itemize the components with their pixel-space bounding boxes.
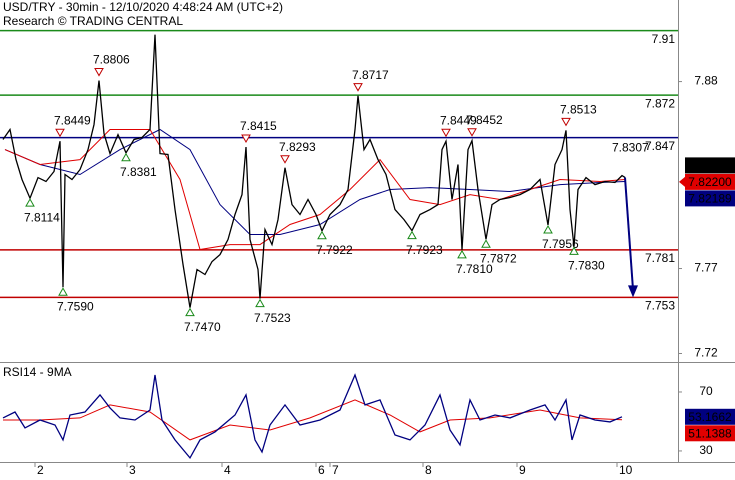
price-tag-label: 7.82189 [688, 192, 732, 206]
indicator-title: RSI14 - 9MA [3, 365, 72, 379]
y-tick-label: 7.88 [694, 74, 718, 88]
low-marker [25, 198, 35, 207]
price-tag [685, 408, 735, 425]
low-marker [121, 152, 131, 162]
x-tick-label: 3 [129, 463, 136, 477]
high-marker [467, 128, 477, 137]
x-tick-label: 6 [318, 463, 325, 477]
forecast-arrowhead [628, 285, 638, 298]
high-label: 7.8293 [279, 140, 316, 154]
x-tick-label: 7 [332, 463, 339, 477]
x-tick-label: 4 [224, 463, 231, 477]
level-label: 7.847 [645, 139, 675, 153]
low-label: 7.7830 [568, 259, 605, 273]
price-tag-label: 7.82362 [688, 159, 732, 173]
x-tick-label: 10 [619, 463, 633, 477]
high-label: 7.8449 [54, 113, 91, 127]
high-label: 7.8513 [560, 103, 597, 117]
high-label: 7.8806 [93, 53, 130, 67]
price-line [2, 373, 623, 460]
moving-average [3, 399, 623, 441]
price-tag-pointer [679, 176, 685, 187]
low-marker [185, 307, 195, 317]
price-tag-label: 53.1662 [688, 410, 732, 424]
high-marker [441, 128, 451, 138]
high-marker [353, 83, 363, 92]
high-marker [55, 128, 65, 138]
x-tick-label: 8 [425, 463, 432, 477]
low-label: 7.7590 [57, 299, 94, 313]
high-label: 7.8449 [440, 113, 477, 127]
level-label: 7.753 [645, 299, 675, 313]
price-tag [685, 173, 735, 190]
chart-subtitle: Research © TRADING CENTRAL [3, 14, 183, 28]
moving-average [4, 129, 626, 251]
chart-title: USD/TRY - 30min - 12/10/2020 4:48:24 AM … [3, 0, 283, 14]
plot-area: 7.88 7.77 7.72 7.91 7.872 7.847 7.781 7.753 7.88… [0, 29, 735, 477]
y-tick-label: 7.77 [694, 261, 718, 275]
level-label: 7.781 [645, 251, 675, 265]
low-marker [255, 298, 265, 308]
high-marker [280, 155, 290, 164]
y-tick-label: 7.72 [694, 346, 718, 360]
high-marker [94, 68, 104, 77]
low-marker [569, 246, 579, 255]
price-tag-label: 51.1388 [688, 426, 732, 440]
y-tick-label: 70 [699, 384, 713, 398]
x-tick-label: 2 [37, 463, 44, 477]
high-marker [561, 117, 571, 127]
high-label: 7.8415 [240, 119, 277, 133]
low-marker [317, 230, 327, 240]
forecast-arrow [624, 177, 634, 290]
low-label: 7.7922 [316, 243, 353, 257]
low-marker [481, 239, 491, 248]
low-label: 7.7470 [184, 320, 221, 334]
moving-average [4, 128, 626, 235]
low-label: 7.7956 [542, 237, 579, 251]
level-label: 7.91 [652, 32, 676, 46]
y-tick-label: 30 [699, 443, 713, 457]
price-label: 7.8307 [612, 141, 649, 155]
low-label: 7.7923 [406, 243, 443, 257]
low-marker [407, 230, 417, 240]
high-label: 7.8452 [466, 113, 503, 127]
low-marker [58, 287, 68, 296]
low-marker [457, 249, 467, 259]
high-label: 7.8717 [352, 68, 389, 82]
price-tag [685, 157, 735, 174]
price-tag-label: 7.82200 [688, 175, 732, 189]
low-label: 7.7872 [480, 251, 517, 265]
low-label: 7.8381 [120, 165, 157, 179]
low-marker [543, 225, 553, 234]
low-label: 7.7523 [254, 311, 291, 325]
low-label: 7.7810 [456, 262, 493, 276]
high-marker [241, 134, 251, 144]
low-label: 7.8114 [24, 210, 60, 224]
price-tag [685, 425, 735, 442]
level-label: 7.872 [645, 96, 675, 110]
price-line [2, 34, 626, 308]
price-tag [685, 190, 735, 207]
x-tick-label: 9 [519, 463, 526, 477]
